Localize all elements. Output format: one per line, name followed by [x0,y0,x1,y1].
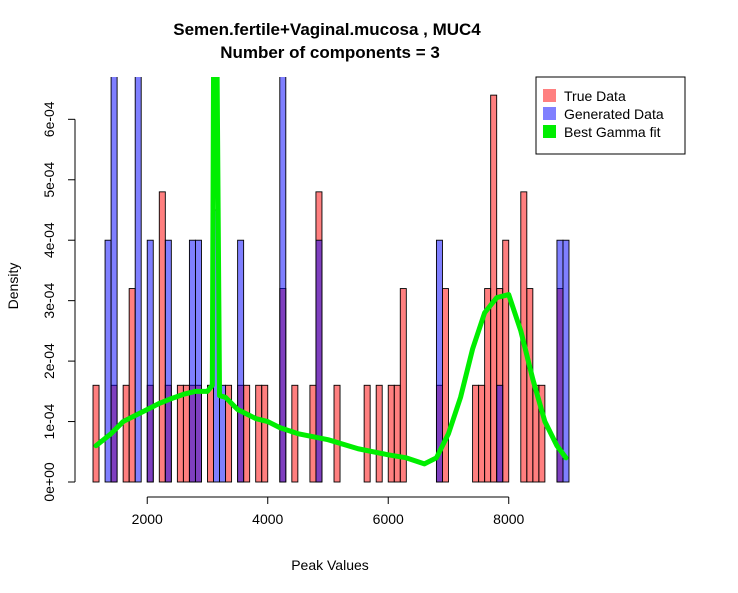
generated-data-bar [315,239,323,483]
generated-data-bar [562,239,570,483]
true-data-bar [387,384,395,483]
true-data-bar [333,384,341,483]
legend-label: Best Gamma fit [564,124,661,140]
generated-data-bar [435,239,443,483]
true-data-bar [399,288,407,483]
y-tick-label: 4e-04 [41,222,57,258]
true-data-bar [490,94,498,483]
true-data-bar [182,384,190,483]
true-data-bar [375,384,383,483]
true-data-bar [502,239,510,483]
true-data-bar [442,288,449,483]
true-data-bar [128,288,136,483]
true-data-bar [255,384,263,483]
true-data-bar [176,384,184,483]
y-tick-label: 3e-04 [41,283,57,319]
generated-data-bars [104,77,570,483]
true-data-bar [393,384,401,483]
y-tick-label: 1e-04 [41,403,57,439]
y-axis-label: Density [5,263,21,310]
y-tick-label: 2e-04 [41,343,57,379]
y-tick-label: 5e-04 [41,162,57,198]
true-data-bar [243,384,251,483]
true-data-bar [363,384,371,483]
legend-label: True Data [564,88,626,104]
true-data-bar [158,191,166,483]
generated-data-bar [219,384,227,483]
gamma-fit-line [93,77,569,467]
legend: True Data Generated Data Best Gamma fit [535,76,686,155]
generated-data-bar [237,239,245,483]
x-tick-label: 4000 [252,511,283,527]
legend-box [535,76,686,155]
generated-data-bar [188,239,196,483]
chart-title: Semen.fertile+Vaginal.mucosa , MUC4 [173,20,481,39]
gamma-fit-layer [93,77,569,467]
generated-data-bar [104,239,112,483]
generated-data-bar [146,239,154,483]
true-data-bar [207,384,214,483]
x-tick-label: 2000 [132,511,163,527]
true-data-bar [309,384,317,483]
true-data-bar [538,384,546,483]
generated-data-bar [110,77,118,483]
x-axis-label: Peak Values [291,557,369,573]
chart-subtitle: Number of components = 3 [220,43,440,62]
axes: 2000 4000 6000 8000 0e+00 1e-04 2e-04 3e-04 4e-0… [41,101,525,527]
generated-data-bar [279,77,287,483]
generated-data-bar [164,239,172,483]
true-data-bar [526,288,534,483]
true-data-bars [92,94,564,483]
true-data-bar [261,384,269,483]
generated-data-bar [496,384,504,483]
legend-label: Generated Data [564,106,664,122]
y-tick-label: 6e-04 [41,101,57,137]
y-tick-label: 0e+00 [41,462,57,502]
x-tick-label: 6000 [373,511,404,527]
true-data-bar [92,384,100,483]
legend-swatch [543,89,556,102]
generated-data-bar [134,77,142,483]
x-tick-label: 8000 [493,511,524,527]
legend-swatch [543,125,556,138]
generated-data-bar [194,239,202,483]
true-data-bar [472,384,480,483]
true-data-bar [478,384,486,483]
true-data-bar [122,384,130,483]
legend-swatch [543,107,556,120]
